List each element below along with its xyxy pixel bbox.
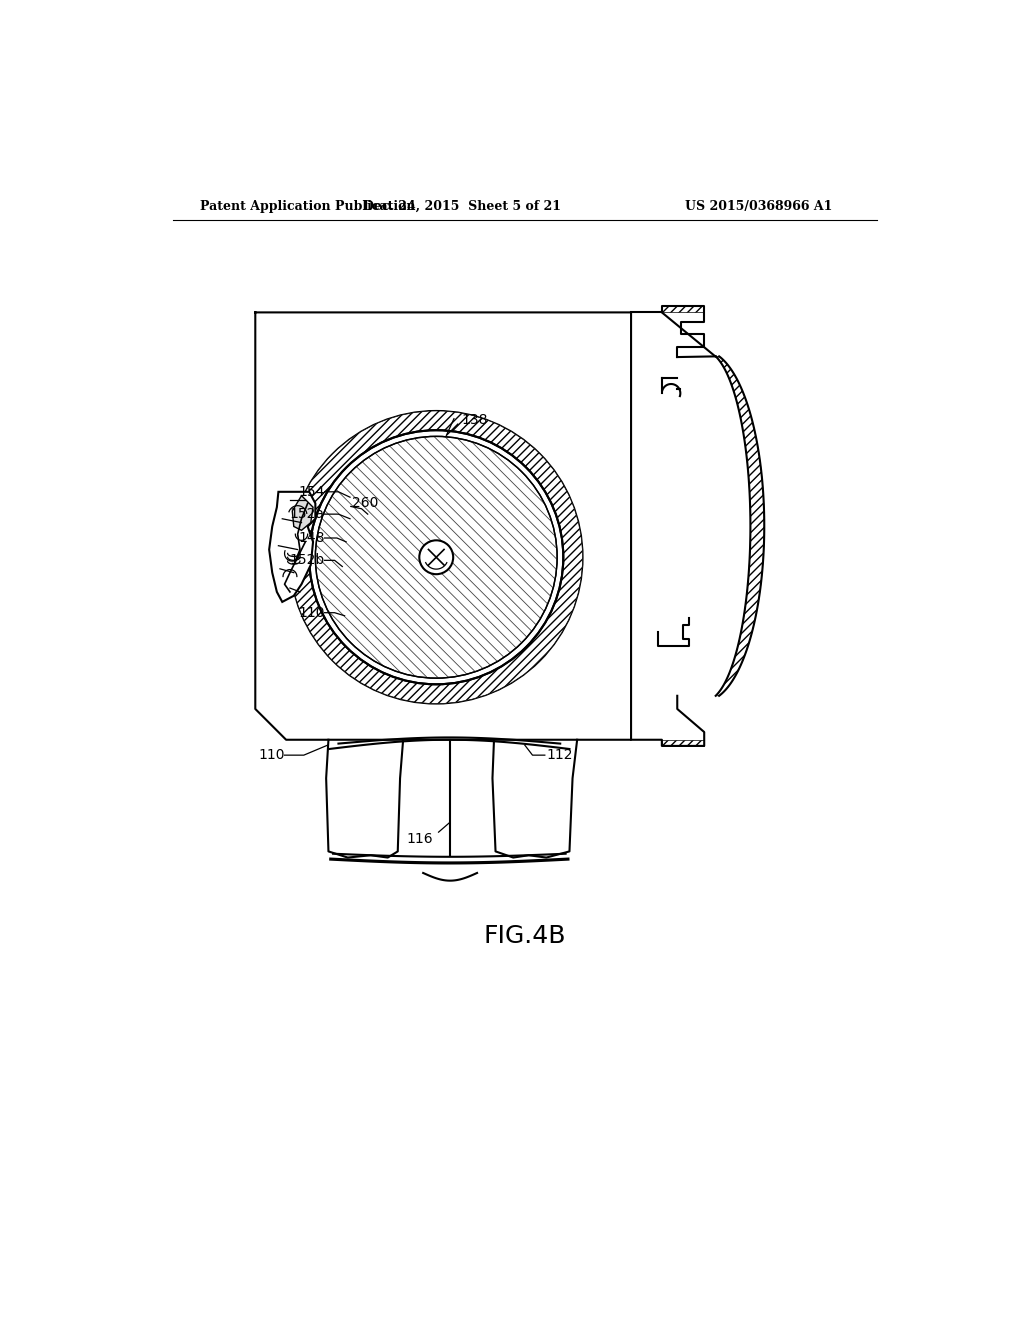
Text: 116: 116 [406,832,432,846]
Text: 152b: 152b [290,553,325,568]
Text: 152a: 152a [290,507,325,521]
Circle shape [290,411,583,704]
Polygon shape [269,492,315,602]
Text: Patent Application Publication: Patent Application Publication [200,199,416,213]
Text: 110: 110 [298,606,325,619]
Wedge shape [290,411,583,704]
Polygon shape [292,496,313,531]
Text: 112: 112 [547,748,572,762]
Text: 138: 138 [462,413,488,428]
Polygon shape [255,313,631,739]
Text: 260: 260 [352,496,379,511]
Text: US 2015/0368966 A1: US 2015/0368966 A1 [685,199,833,213]
Circle shape [419,540,454,574]
Circle shape [315,437,557,678]
Text: 154: 154 [298,484,325,499]
Text: 110: 110 [258,748,285,762]
Text: FIG.4B: FIG.4B [483,924,566,948]
Polygon shape [662,739,705,746]
Polygon shape [662,306,705,313]
Text: 148: 148 [298,531,325,545]
Polygon shape [716,356,764,696]
Circle shape [309,430,563,684]
Text: Dec. 24, 2015  Sheet 5 of 21: Dec. 24, 2015 Sheet 5 of 21 [362,199,561,213]
